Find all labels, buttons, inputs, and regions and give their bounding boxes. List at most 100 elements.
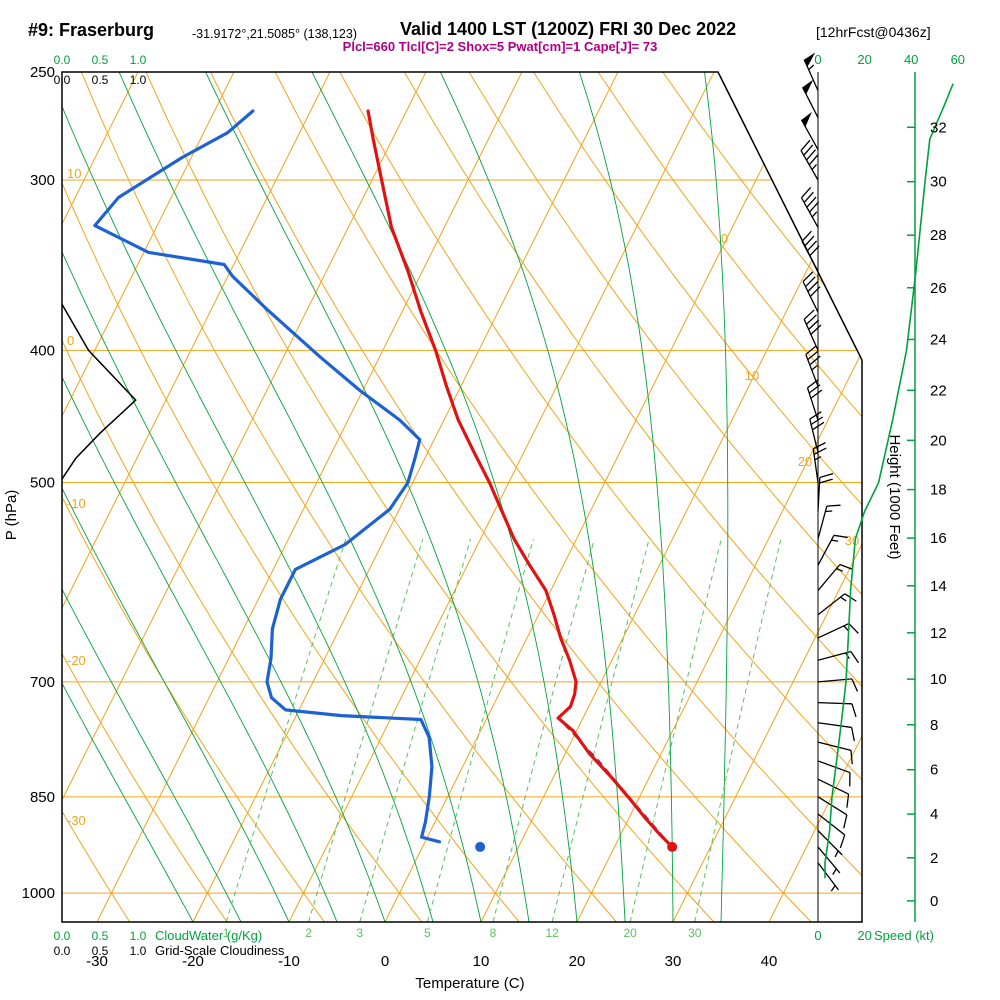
wind-barb	[817, 741, 853, 765]
barb-full-feather	[851, 727, 855, 742]
isotherm-line	[384, 72, 811, 922]
barb-staff	[800, 197, 819, 228]
dry-adiabat	[80, 72, 617, 922]
cloudiness-title: Grid-Scale Cloudiness	[155, 943, 285, 958]
height-tick-label: 14	[930, 578, 947, 595]
barb-staff	[802, 281, 819, 313]
dry-adiabat	[62, 72, 131, 922]
temp-tick-label: 40	[761, 953, 778, 970]
speed-tick-top: 40	[904, 52, 918, 67]
barb-full-feather	[807, 350, 819, 361]
barb-full-feather	[806, 240, 818, 252]
barb-full-feather	[809, 201, 820, 213]
barb-full-feather	[812, 442, 826, 450]
speed-tick-bottom: 20	[857, 928, 871, 943]
barb-full-feather	[833, 534, 848, 539]
barb-half-feather	[811, 365, 818, 371]
barb-half-feather	[808, 64, 815, 71]
height-tick-label: 12	[930, 625, 947, 642]
dry-adiabat	[533, 72, 862, 922]
height-tick-label: 26	[930, 280, 947, 297]
barb-half-feather	[830, 885, 836, 892]
isotherm-line	[96, 72, 523, 922]
height-tick-label: 8	[930, 717, 938, 734]
height-tick-label: 10	[930, 671, 947, 688]
moist-adiabat	[62, 72, 242, 922]
sounding-parameters: Plcl=660 Tlcl[C]=2 Shox=5 Pwat[cm]=1 Cap…	[342, 39, 658, 54]
temp-tick-label: -20	[182, 953, 204, 970]
wind-barb	[802, 271, 821, 313]
pressure-tick-label: 250	[30, 64, 55, 81]
cloudwater-scale-top: 1.0	[130, 53, 147, 67]
height-tick-label: 20	[930, 432, 947, 449]
moist-adiabat	[62, 72, 290, 922]
wind-barb	[800, 139, 819, 181]
dry-adiabat	[62, 72, 520, 922]
speed-tick-top: 0	[814, 52, 821, 67]
cloudiness-scale-bottom: 1.0	[130, 944, 147, 958]
barb-flag	[804, 52, 816, 67]
height-tick-label: 28	[930, 227, 947, 244]
barb-full-feather	[804, 235, 815, 247]
barb-full-feather	[850, 651, 860, 664]
barb-staff	[817, 477, 821, 512]
barb-full-feather	[809, 355, 821, 366]
cloudwater-title: CloudWater (g/Kg)	[155, 928, 262, 943]
station-title: #9: Fraserburg	[28, 20, 155, 40]
barb-staff	[803, 319, 819, 351]
barb-full-feather	[808, 154, 819, 166]
mixing-ratio-line	[629, 538, 722, 922]
barb-staff	[800, 150, 819, 181]
dry-adiabat-label: 0	[67, 333, 74, 348]
moist-adiabat	[311, 72, 578, 922]
isotherm-line	[768, 72, 862, 922]
dry-adiabat	[403, 72, 862, 922]
isotherm-label: 0	[721, 231, 728, 246]
height-tick-label: 2	[930, 850, 938, 867]
barb-half-feather	[814, 456, 822, 461]
barb-full-feather	[810, 324, 822, 335]
barb-full-feather	[802, 271, 814, 283]
moist-adiabat	[118, 72, 482, 922]
pressure-axis-title: P (hPa)	[3, 490, 20, 541]
dry-adiabat	[62, 72, 325, 922]
wind-barb	[817, 701, 857, 718]
moist-adiabat	[439, 72, 626, 922]
barb-staff	[817, 741, 852, 751]
barb-full-feather	[809, 411, 822, 420]
isotherm-line	[62, 72, 235, 922]
barb-staff	[812, 448, 819, 483]
pressure-tick-label: 500	[30, 475, 55, 492]
barb-staff	[817, 505, 828, 540]
barb-full-feather	[851, 703, 857, 718]
barb-half-feather	[832, 868, 837, 875]
station-coords: -31.9172°,21.5085° (138,123)	[192, 27, 357, 41]
speed-tick-top: 20	[857, 52, 871, 67]
barb-full-feather	[813, 447, 827, 455]
moist-adiabat	[704, 72, 729, 922]
barb-staff	[817, 862, 839, 891]
wind-barb	[817, 504, 841, 540]
barb-full-feather	[805, 314, 817, 325]
barb-staff	[817, 593, 846, 616]
dry-adiabat	[468, 72, 862, 922]
barb-full-feather	[806, 149, 816, 161]
height-tick-label: 30	[930, 174, 947, 191]
barb-full-feather	[807, 378, 819, 389]
dry-adiabat-label: -10	[67, 496, 86, 511]
barb-staff	[817, 564, 841, 591]
barb-staff	[817, 760, 851, 774]
pressure-tick-label: 850	[30, 789, 55, 806]
isotherm-line	[672, 72, 862, 922]
barb-full-feather	[803, 309, 815, 320]
temp-axis-title: Temperature (C)	[415, 975, 524, 992]
dry-adiabat	[597, 72, 862, 922]
barb-full-feather	[839, 563, 853, 571]
pressure-tick-label: 300	[30, 172, 55, 189]
background-grid	[62, 72, 862, 922]
cloudiness-scale-bottom: 0.5	[92, 944, 109, 958]
height-tick-label: 32	[930, 119, 947, 136]
pressure-tick-label: 1000	[22, 885, 55, 902]
mixing-ratio-line	[492, 538, 595, 922]
wind-barb	[817, 813, 846, 849]
